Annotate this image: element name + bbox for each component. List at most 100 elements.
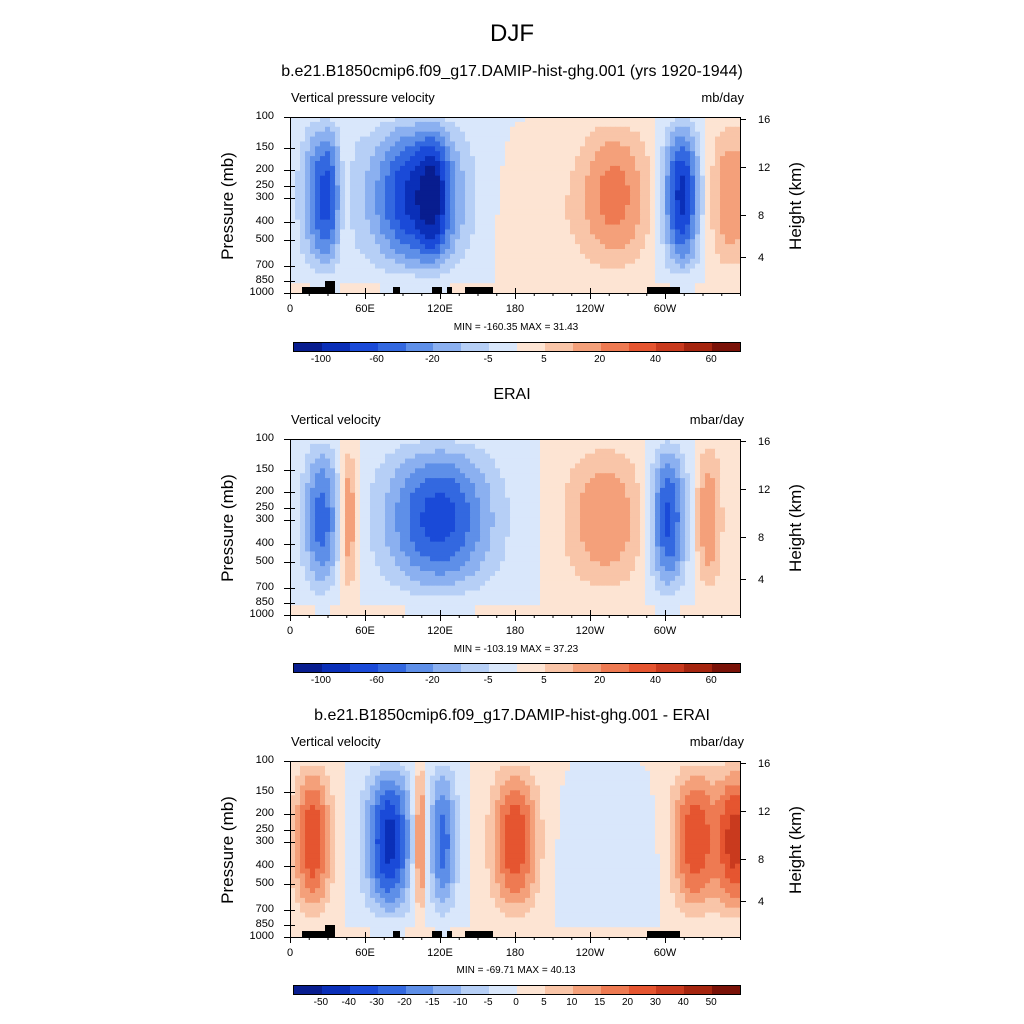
heatmap-cell — [490, 126, 496, 133]
heatmap-cell — [345, 439, 351, 445]
heatmap-cell — [370, 224, 376, 231]
heatmap-cell — [465, 195, 471, 201]
heatmap-cell — [510, 263, 516, 270]
heatmap-cell — [445, 209, 451, 216]
heatmap-cell — [400, 453, 406, 460]
heatmap-cell — [335, 200, 341, 206]
heatmap-cell — [320, 180, 326, 187]
heatmap-cell — [415, 527, 421, 533]
heatmap-cell — [690, 268, 696, 275]
heatmap-cell — [305, 443, 311, 450]
heatmap-cell — [555, 175, 561, 182]
heatmap-cell — [580, 273, 586, 279]
heatmap-cell — [435, 468, 441, 474]
heatmap-cell — [510, 219, 516, 226]
heatmap-cell — [340, 126, 346, 133]
heatmap-cell — [560, 146, 566, 152]
heatmap-cell — [680, 487, 686, 494]
heatmap-cell — [300, 249, 306, 255]
heatmap-cell — [345, 126, 351, 133]
heatmap-cell — [475, 229, 481, 235]
heatmap-cell — [370, 239, 376, 245]
heatmap-cell — [695, 126, 701, 133]
heatmap-cell — [375, 463, 381, 469]
heatmap-cell — [515, 507, 521, 513]
heatmap-cell — [440, 473, 446, 479]
heatmap-cell — [575, 517, 581, 523]
heatmap-cell — [585, 190, 591, 196]
heatmap-cell — [405, 151, 411, 157]
heatmap-cell — [385, 258, 391, 265]
heatmap-cell — [600, 195, 606, 201]
heatmap-cell — [555, 483, 561, 489]
heatmap-cell — [365, 273, 371, 279]
heatmap-cell — [290, 136, 296, 143]
heatmap-cell — [425, 258, 431, 265]
heatmap-cell — [625, 253, 631, 260]
heatmap-cell — [450, 249, 456, 255]
heatmap-cell — [425, 195, 431, 201]
heatmap-cell — [395, 502, 401, 509]
heatmap-cell — [455, 136, 461, 143]
heatmap-cell — [700, 439, 706, 445]
heatmap-cell — [455, 195, 461, 201]
heatmap-cell — [300, 121, 306, 128]
heatmap-cell — [415, 200, 421, 206]
heatmap-cell — [610, 458, 616, 465]
heatmap-cell — [375, 200, 381, 206]
heatmap-cell — [580, 185, 586, 191]
heatmap-cell — [325, 483, 331, 489]
heatmap-cell — [305, 185, 311, 191]
heatmap-cell — [410, 136, 416, 143]
heatmap-cell — [485, 205, 491, 211]
heatmap-cell — [655, 249, 661, 255]
heatmap-cell — [605, 478, 611, 484]
heatmap-cell — [325, 214, 331, 221]
heatmap-cell — [415, 522, 421, 528]
heatmap-cell — [315, 463, 321, 469]
heatmap-cell — [435, 190, 441, 196]
heatmap-cell — [430, 497, 436, 504]
heatmap-cell — [515, 209, 521, 216]
heatmap-cell — [685, 463, 691, 469]
heatmap-cell — [335, 121, 341, 128]
heatmap-cell — [685, 180, 691, 187]
heatmap-cell — [350, 126, 356, 133]
heatmap-cell — [475, 190, 481, 196]
heatmap-cell — [450, 468, 456, 474]
heatmap-cell — [690, 502, 696, 509]
heatmap-cell — [300, 473, 306, 479]
heatmap-cell — [555, 473, 561, 479]
heatmap-cell — [635, 249, 641, 255]
heatmap-cell — [510, 239, 516, 245]
heatmap-cell — [575, 161, 581, 167]
heatmap-cell — [545, 263, 551, 270]
heatmap-cell — [350, 229, 356, 235]
heatmap-cell — [445, 205, 451, 211]
heatmap-cell — [375, 161, 381, 167]
heatmap-cell — [540, 492, 546, 499]
heatmap-cell — [710, 205, 716, 211]
heatmap-cell — [355, 239, 361, 245]
heatmap-cell — [605, 288, 611, 294]
heatmap-cell — [480, 234, 486, 240]
heatmap-cell — [410, 468, 416, 474]
heatmap-cell — [340, 244, 346, 250]
heatmap-cell — [350, 263, 356, 270]
colorbar-swatch — [349, 343, 378, 351]
heatmap-cell — [610, 136, 616, 143]
heatmap-cell — [525, 443, 531, 450]
heatmap-cell — [450, 258, 456, 265]
heatmap-cell — [510, 473, 516, 479]
heatmap-cell — [580, 468, 586, 474]
heatmap-cell — [440, 448, 446, 455]
heatmap-cell — [445, 185, 451, 191]
heatmap-cell — [315, 214, 321, 221]
heatmap-cell — [685, 209, 691, 216]
heatmap-cell — [680, 131, 686, 138]
heatmap-cell — [565, 253, 571, 260]
heatmap-cell — [610, 224, 616, 231]
heatmap-cell — [480, 497, 486, 504]
heatmap-cell — [475, 458, 481, 465]
heatmap-cell — [680, 283, 686, 289]
